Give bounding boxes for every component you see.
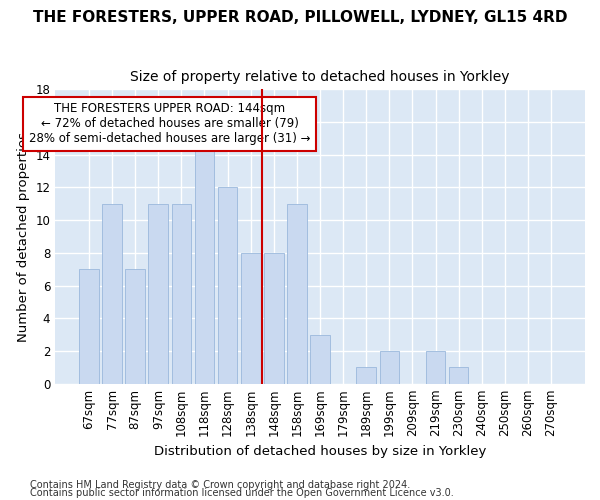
Bar	[125, 269, 145, 384]
Text: Contains HM Land Registry data © Crown copyright and database right 2024.: Contains HM Land Registry data © Crown c…	[30, 480, 410, 490]
Bar	[426, 351, 445, 384]
Title: Size of property relative to detached houses in Yorkley: Size of property relative to detached ho…	[130, 70, 510, 84]
Text: THE FORESTERS UPPER ROAD: 144sqm
← 72% of detached houses are smaller (79)
28% o: THE FORESTERS UPPER ROAD: 144sqm ← 72% o…	[29, 102, 311, 146]
Bar	[79, 269, 99, 384]
Bar	[264, 253, 284, 384]
Bar	[218, 188, 238, 384]
Bar	[380, 351, 399, 384]
X-axis label: Distribution of detached houses by size in Yorkley: Distribution of detached houses by size …	[154, 444, 486, 458]
Bar	[287, 204, 307, 384]
Bar	[148, 204, 168, 384]
Text: THE FORESTERS, UPPER ROAD, PILLOWELL, LYDNEY, GL15 4RD: THE FORESTERS, UPPER ROAD, PILLOWELL, LY…	[33, 10, 567, 25]
Bar	[356, 368, 376, 384]
Text: Contains public sector information licensed under the Open Government Licence v3: Contains public sector information licen…	[30, 488, 454, 498]
Bar	[194, 138, 214, 384]
Bar	[241, 253, 260, 384]
Bar	[449, 368, 469, 384]
Bar	[172, 204, 191, 384]
Y-axis label: Number of detached properties: Number of detached properties	[17, 132, 29, 342]
Bar	[310, 334, 330, 384]
Bar	[102, 204, 122, 384]
